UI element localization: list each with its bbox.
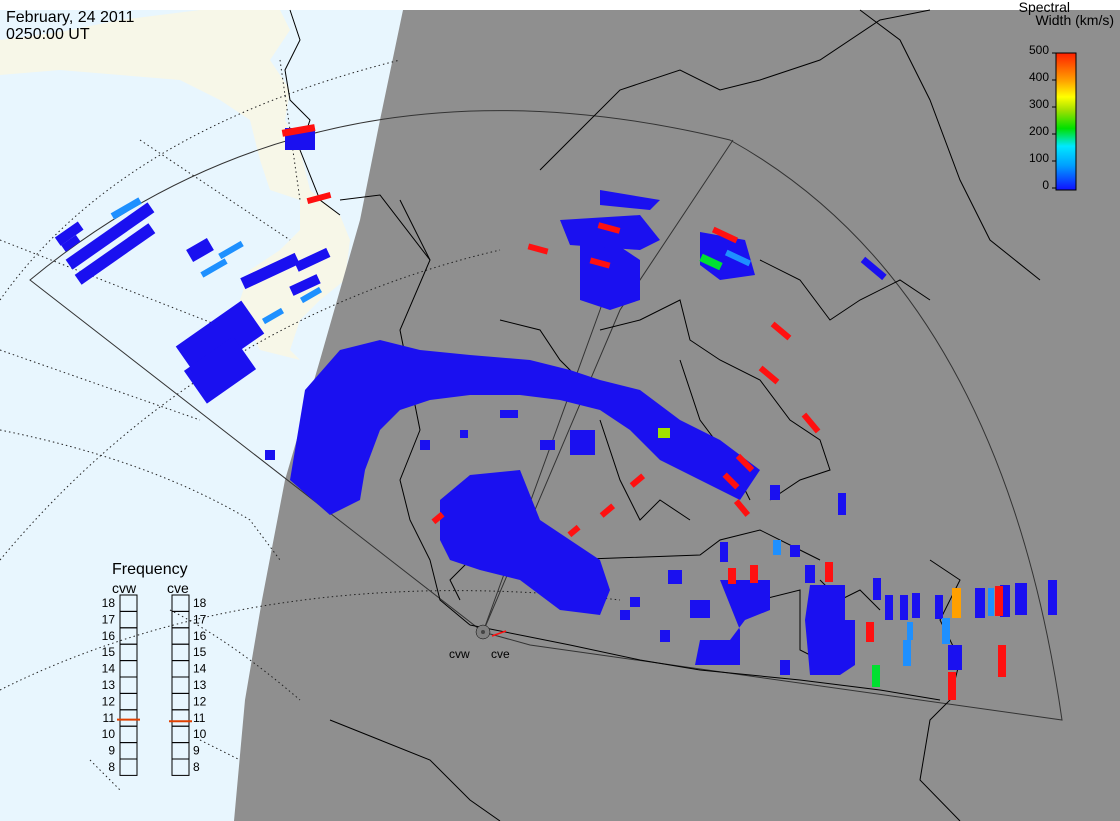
- frequency-tick-label: 9: [108, 744, 115, 758]
- frequency-tick-label: 10: [102, 727, 116, 741]
- frequency-tick-label: 8: [193, 760, 200, 774]
- backscatter-arc: [265, 190, 1057, 675]
- frequency-column-cve: [171, 594, 190, 776]
- frequency-tick-label: 18: [193, 596, 207, 610]
- day-land-alaska-tip: [0, 40, 60, 72]
- frequency-tick-label: 15: [102, 645, 116, 659]
- frequency-tick-label: 14: [102, 662, 116, 676]
- colorbar: [1055, 52, 1077, 191]
- frequency-tick-label: 18: [102, 596, 116, 610]
- colorbar-title-line1: Spectral: [1018, 0, 1070, 15]
- frequency-tick-label: 10: [193, 727, 207, 741]
- radar-site-center: [481, 630, 485, 634]
- night-region: [234, 10, 1120, 821]
- frequency-scale-left: 18 17 16 15 14 13 12 11 10 9 8: [102, 596, 116, 774]
- frequency-tick-label: 12: [102, 694, 116, 708]
- top-strip: [0, 0, 1120, 10]
- frequency-tick-label: 11: [103, 711, 116, 725]
- frequency-tick-label: 16: [193, 629, 207, 643]
- frequency-tick-label: 17: [102, 612, 116, 626]
- frequency-cell: [171, 758, 190, 776]
- backscatter-west: [54, 128, 331, 404]
- map-date: February, 24 2011: [6, 9, 135, 26]
- frequency-scale-right: 18 17 16 15 14 13 12 11 10 9 8: [193, 596, 207, 774]
- frequency-column-cvw: [119, 594, 138, 776]
- frequency-panel: 18 17 16 15 14 13 12 11 10 9 8 18 17 16 15 14 13 12 11 10 9…: [102, 594, 207, 776]
- frequency-cell: [119, 758, 138, 776]
- frequency-label-cve: cve: [167, 580, 189, 596]
- colorbar-tick-100: 100: [1029, 151, 1049, 165]
- colorbar-title-line2: Width (km/s): [1035, 12, 1114, 28]
- frequency-tick-label: 17: [193, 612, 207, 626]
- backscatter-west-colored: [110, 124, 332, 325]
- frequency-label-cvw: cvw: [112, 580, 137, 596]
- radar-label-cvw: cvw: [449, 647, 470, 661]
- frequency-tick-label: 13: [102, 678, 116, 692]
- frequency-tick-label: 8: [108, 760, 115, 774]
- colorbar-ticks: 500 400 300 200 100 0: [1029, 43, 1049, 192]
- colorbar-tick-500: 500: [1029, 43, 1049, 57]
- colorbar-tick-300: 300: [1029, 97, 1049, 111]
- frequency-tick-label: 9: [193, 744, 200, 758]
- radar-label-cve: cve: [491, 647, 510, 661]
- map-time: 0250:00 UT: [6, 26, 90, 43]
- frequency-title: Frequency: [112, 561, 188, 578]
- frequency-tick-label: 12: [193, 694, 207, 708]
- colorbar-tick-200: 200: [1029, 124, 1049, 138]
- radar-site-cve-mark: [491, 630, 507, 637]
- graticule: [0, 59, 621, 791]
- frequency-tick-label: 11: [193, 711, 206, 725]
- frequency-tick-label: 13: [193, 678, 207, 692]
- colorbar-tick-0: 0: [1042, 178, 1049, 192]
- backscatter-colored: [431, 222, 1006, 700]
- frequency-tick-label: 16: [102, 629, 116, 643]
- frequency-tick-label: 14: [193, 662, 207, 676]
- colorbar-tickmarks: [1052, 52, 1056, 189]
- colorbar-tick-400: 400: [1029, 70, 1049, 84]
- frequency-tick-label: 15: [193, 645, 207, 659]
